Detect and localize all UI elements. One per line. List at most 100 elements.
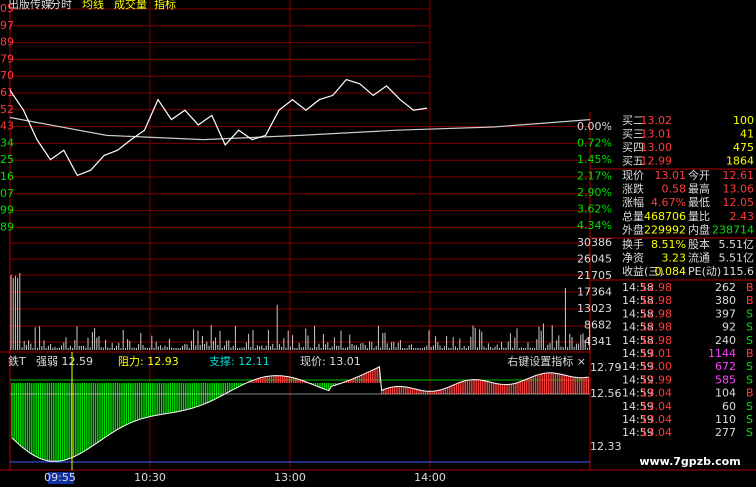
- indicator-curve: [11, 366, 589, 462]
- quote-label: 净资: [622, 251, 644, 265]
- left-price-label: 99: [0, 204, 14, 217]
- indicator-axis-label: 12.56: [590, 387, 622, 400]
- book-label: 买二: [622, 114, 644, 127]
- trade-price: 12.99: [641, 373, 673, 386]
- quote-value: 4.67%: [651, 196, 686, 209]
- left-price-label: 61: [0, 86, 14, 99]
- indicator-axis-label: 12.33: [590, 440, 622, 453]
- left-price-label: 05: [0, 2, 14, 15]
- book-label: 买五: [622, 155, 644, 168]
- quote-value: 468706: [644, 210, 686, 223]
- time-cursor-box: [48, 472, 74, 484]
- trade-side: B: [746, 281, 754, 294]
- trade-side: B: [746, 294, 754, 307]
- trade-time: 14:59: [622, 373, 654, 386]
- quote-value: 12.05: [723, 196, 755, 209]
- quote-label: 涨幅: [622, 196, 644, 209]
- left-price-label: 43: [0, 120, 14, 133]
- right-percent-label: 0.72%: [577, 137, 612, 150]
- volume-label: 26045: [577, 253, 612, 266]
- quote-label: 总量: [622, 209, 644, 223]
- trade-time: 14:59: [622, 426, 654, 439]
- trade-time: 14:59: [622, 347, 654, 360]
- menu-item[interactable]: 指标: [154, 0, 176, 11]
- menu-item[interactable]: 均线: [82, 0, 104, 11]
- trade-price: 13.00: [641, 360, 673, 373]
- trade-volume: 60: [722, 400, 736, 413]
- book-price: 13.02: [641, 114, 673, 127]
- indicator-title: 强弱 12.59: [36, 355, 93, 368]
- book-volume: 41: [740, 128, 754, 141]
- quote-value: 2.43: [730, 210, 755, 223]
- left-price-label: 89: [0, 220, 14, 233]
- book-price: 12.99: [641, 155, 673, 168]
- quote-value: 238714: [712, 223, 754, 236]
- quote-value: 0.084: [655, 265, 687, 278]
- trade-volume: 1144: [708, 347, 736, 360]
- quote-label: 量比: [688, 210, 710, 223]
- quote-label: 股本: [688, 237, 710, 251]
- trade-side: B: [746, 387, 754, 400]
- quote-label: PE(动): [688, 265, 721, 278]
- quote-label: 流通: [688, 251, 710, 265]
- indicator-settings[interactable]: 右键设置指标 ×: [507, 354, 586, 368]
- quote-value: 5.51亿: [719, 238, 755, 251]
- trade-side: S: [746, 307, 753, 320]
- volume-label: 30386: [577, 236, 612, 249]
- trade-time: 14:59: [622, 387, 654, 400]
- quote-value: 13.01: [655, 169, 687, 182]
- right-percent-label: 2.90%: [577, 186, 612, 199]
- menu-item[interactable]: 分时: [50, 0, 72, 11]
- left-price-label: 79: [0, 52, 14, 65]
- left-price-label: 07: [0, 187, 14, 200]
- left-price-label: 97: [0, 19, 14, 32]
- trade-price: 12.98: [641, 334, 673, 347]
- trade-time: 14:58: [622, 321, 654, 334]
- right-percent-label: 0.00%: [577, 120, 612, 133]
- quote-value: 13.06: [723, 183, 755, 196]
- stock-name: 出版传媒: [8, 0, 52, 11]
- book-price: 13.00: [641, 141, 673, 154]
- left-price-label: 25: [0, 153, 14, 166]
- quote-value: 8.51%: [651, 238, 686, 251]
- trade-time: 14:58: [622, 307, 654, 320]
- right-percent-label: 3.62%: [577, 203, 612, 216]
- trade-volume: 277: [715, 426, 736, 439]
- book-volume: 475: [733, 141, 754, 154]
- left-price-label: 34: [0, 136, 14, 149]
- book-volume: 100: [733, 114, 754, 127]
- trade-time: 14:58: [622, 334, 654, 347]
- right-percent-label: 4.34%: [577, 219, 612, 232]
- quote-value: 229992: [644, 223, 686, 236]
- volume-label: 13023: [577, 302, 612, 315]
- quote-label: 内盘: [688, 222, 710, 236]
- trade-price: 12.98: [641, 294, 673, 307]
- left-price-label: 52: [0, 103, 14, 116]
- volume-label: 21705: [577, 269, 612, 282]
- trade-price: 13.04: [641, 413, 673, 426]
- price-line: [9, 78, 428, 177]
- time-label: 14:00: [414, 471, 446, 484]
- quote-label: 外盘: [622, 222, 644, 236]
- trade-volume: 104: [715, 387, 736, 400]
- trade-price: 12.98: [641, 321, 673, 334]
- trade-side: S: [746, 400, 753, 413]
- trade-side: S: [746, 321, 753, 334]
- volume-label: 8682: [584, 319, 612, 332]
- trade-price: 13.04: [641, 400, 673, 413]
- trade-volume: 92: [722, 321, 736, 334]
- trade-side: S: [746, 334, 753, 347]
- time-label: 09:55: [44, 471, 76, 484]
- trade-price: 12.98: [641, 307, 673, 320]
- trade-price: 12.98: [641, 281, 673, 294]
- quote-value: 12.61: [723, 169, 755, 182]
- quote-value: 115.6: [723, 265, 755, 278]
- indicator-title: 现价: 13.01: [300, 355, 361, 368]
- quote-value: 0.58: [662, 183, 687, 196]
- trade-side: S: [746, 426, 753, 439]
- trade-time: 14:59: [622, 360, 654, 373]
- trade-volume: 585: [715, 373, 736, 386]
- time-label: 10:30: [134, 471, 166, 484]
- menu-item[interactable]: 成交量: [114, 0, 147, 11]
- quote-label: 收益(三): [622, 264, 664, 278]
